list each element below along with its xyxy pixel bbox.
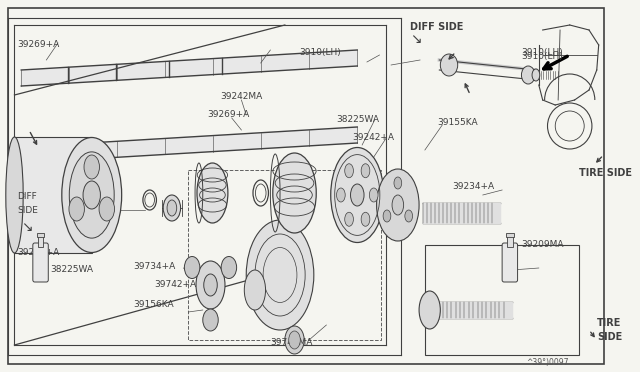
Text: TIRE SIDE: TIRE SIDE xyxy=(579,168,632,178)
Polygon shape xyxy=(423,203,500,223)
Bar xyxy=(38,235,44,247)
Text: ↘: ↘ xyxy=(410,32,422,46)
Bar xyxy=(188,170,381,340)
Ellipse shape xyxy=(361,164,370,178)
Text: 39269+A: 39269+A xyxy=(207,110,250,119)
Ellipse shape xyxy=(99,197,115,221)
Ellipse shape xyxy=(376,169,419,241)
Ellipse shape xyxy=(196,261,225,309)
Ellipse shape xyxy=(69,152,114,238)
Ellipse shape xyxy=(84,155,99,179)
Ellipse shape xyxy=(331,148,384,243)
Text: 38225WA: 38225WA xyxy=(336,115,379,124)
Polygon shape xyxy=(429,302,512,318)
Text: 39209MA: 39209MA xyxy=(522,240,564,249)
Ellipse shape xyxy=(392,195,404,215)
Ellipse shape xyxy=(522,66,535,84)
Ellipse shape xyxy=(221,257,237,279)
Ellipse shape xyxy=(394,177,402,189)
Text: 39242+A: 39242+A xyxy=(353,133,394,142)
Text: ^39°)0097: ^39°)0097 xyxy=(526,358,569,367)
Ellipse shape xyxy=(345,212,353,226)
Ellipse shape xyxy=(203,309,218,331)
FancyBboxPatch shape xyxy=(33,243,48,282)
Ellipse shape xyxy=(69,197,84,221)
Ellipse shape xyxy=(285,326,304,354)
Ellipse shape xyxy=(83,181,100,209)
Bar xyxy=(425,245,579,355)
Text: TIRE: TIRE xyxy=(596,318,621,328)
Text: SIDE: SIDE xyxy=(596,332,622,342)
Bar xyxy=(506,233,514,237)
Text: ↘: ↘ xyxy=(21,220,33,234)
Ellipse shape xyxy=(383,210,391,222)
Ellipse shape xyxy=(6,137,23,253)
Text: 39209+A: 39209+A xyxy=(17,248,60,257)
Polygon shape xyxy=(21,127,357,163)
Text: DIFF SIDE: DIFF SIDE xyxy=(410,22,464,32)
Text: 39234+A: 39234+A xyxy=(452,182,494,191)
Ellipse shape xyxy=(273,153,316,233)
Text: 39242MA: 39242MA xyxy=(220,92,262,101)
Text: 38225WA: 38225WA xyxy=(50,265,93,274)
Polygon shape xyxy=(21,50,357,86)
Ellipse shape xyxy=(167,200,177,216)
Text: 39155KA: 39155KA xyxy=(437,118,478,127)
Ellipse shape xyxy=(419,291,440,329)
Ellipse shape xyxy=(197,163,228,223)
Text: SIDE: SIDE xyxy=(17,206,38,215)
Ellipse shape xyxy=(440,54,458,76)
Ellipse shape xyxy=(184,257,200,279)
Text: 3910(LH): 3910(LH) xyxy=(522,52,563,61)
Ellipse shape xyxy=(369,188,378,202)
Text: 39734+A: 39734+A xyxy=(133,262,175,271)
Ellipse shape xyxy=(351,184,364,206)
Text: 39742+A: 39742+A xyxy=(154,280,196,289)
Ellipse shape xyxy=(532,69,540,81)
Text: DIFF: DIFF xyxy=(17,192,37,201)
Bar xyxy=(36,233,44,237)
Ellipse shape xyxy=(246,220,314,330)
Ellipse shape xyxy=(337,188,345,202)
Text: 3910(LH): 3910(LH) xyxy=(300,48,341,57)
Ellipse shape xyxy=(345,164,353,178)
Bar xyxy=(15,137,92,253)
Ellipse shape xyxy=(204,274,217,296)
Text: 3910(LH): 3910(LH) xyxy=(522,48,563,57)
FancyBboxPatch shape xyxy=(502,243,518,282)
Text: 39742MA: 39742MA xyxy=(270,338,313,347)
Ellipse shape xyxy=(244,270,266,310)
Ellipse shape xyxy=(289,331,300,349)
Text: 39156KA: 39156KA xyxy=(133,300,174,309)
Ellipse shape xyxy=(361,212,370,226)
Ellipse shape xyxy=(405,210,413,222)
Ellipse shape xyxy=(62,138,122,253)
Ellipse shape xyxy=(163,195,180,221)
Text: 39269+A: 39269+A xyxy=(17,40,60,49)
Bar xyxy=(507,235,513,247)
